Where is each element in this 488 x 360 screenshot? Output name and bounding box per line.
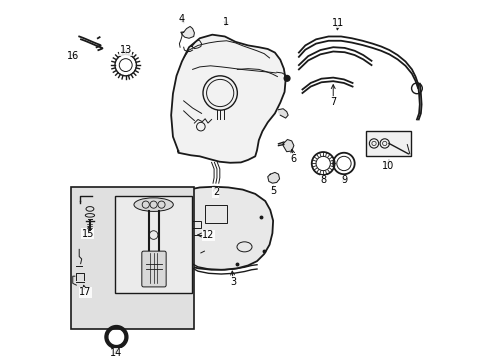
Text: 6: 6 — [290, 154, 296, 164]
Bar — [205, 204, 226, 222]
Text: 7: 7 — [329, 96, 336, 107]
Text: 5: 5 — [269, 186, 276, 196]
Bar — [115, 197, 192, 293]
Circle shape — [284, 76, 289, 81]
Bar — [366, 131, 410, 156]
Polygon shape — [277, 109, 287, 118]
Text: 13: 13 — [120, 45, 132, 55]
Polygon shape — [283, 140, 293, 152]
Text: 16: 16 — [67, 51, 80, 61]
Polygon shape — [171, 35, 285, 163]
Text: 14: 14 — [110, 348, 122, 358]
Text: 2: 2 — [212, 187, 219, 197]
Text: 8: 8 — [320, 175, 325, 185]
Polygon shape — [181, 26, 194, 38]
Text: 3: 3 — [229, 276, 236, 287]
Polygon shape — [165, 187, 273, 270]
Polygon shape — [267, 172, 279, 183]
Text: 15: 15 — [81, 229, 94, 239]
Text: 1: 1 — [223, 17, 228, 27]
Text: 9: 9 — [340, 175, 346, 185]
Bar — [71, 188, 193, 329]
FancyBboxPatch shape — [142, 251, 166, 287]
Text: 10: 10 — [382, 161, 394, 171]
Text: 17: 17 — [79, 287, 91, 297]
Text: 12: 12 — [202, 230, 214, 240]
Text: 11: 11 — [331, 18, 344, 28]
Bar — [190, 221, 201, 228]
Ellipse shape — [134, 198, 173, 211]
Text: 4: 4 — [179, 14, 184, 24]
